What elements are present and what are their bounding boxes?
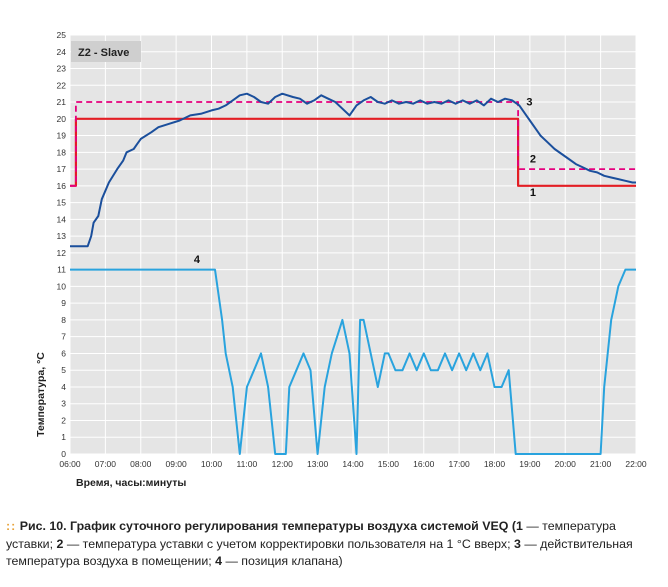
- y-axis-ticks: 0123456789101112131415161718192021222324…: [57, 30, 67, 459]
- y-tick-label: 2: [61, 415, 66, 425]
- caption-legend-3-text: — действительная температура воздуха в п…: [6, 536, 633, 569]
- y-tick-label: 16: [57, 181, 67, 191]
- y-tick-label: 6: [61, 348, 66, 358]
- x-tick-label: 22:00: [625, 459, 647, 469]
- caption-legend-2-number: 2: [56, 536, 64, 551]
- y-tick-label: 10: [57, 281, 67, 291]
- y-tick-label: 12: [57, 248, 67, 258]
- series-line-4: [70, 268, 636, 455]
- y-tick-label: 18: [57, 147, 67, 157]
- series-line-2: [70, 101, 636, 187]
- y-tick-label: 1: [61, 432, 66, 442]
- y-tick-label: 22: [57, 80, 67, 90]
- x-tick-label: 20:00: [555, 459, 577, 469]
- series-line-3: [70, 92, 636, 248]
- series-callout-3: 3: [526, 96, 532, 108]
- x-tick-label: 16:00: [413, 459, 435, 469]
- x-tick-label: 19:00: [519, 459, 541, 469]
- y-tick-label: 13: [57, 231, 67, 241]
- caption-legend-1-number: 1: [515, 519, 523, 533]
- x-tick-label: 09:00: [165, 459, 187, 469]
- y-tick-label: 17: [57, 164, 67, 174]
- y-tick-label: 5: [61, 365, 66, 375]
- y-tick-label: 25: [57, 30, 67, 40]
- y-tick-label: 4: [61, 382, 66, 392]
- y-tick-label: 19: [57, 131, 67, 141]
- x-axis-ticks: 06:00 07:00 08:00 09:00 10:00 11:00 12:00 13:00…: [59, 459, 647, 469]
- caption-figure-number: Рис. 10: [19, 519, 64, 533]
- y-tick-label: 8: [61, 315, 66, 325]
- y-tick-label: 24: [57, 47, 67, 57]
- y-tick-label: 3: [61, 399, 66, 409]
- x-tick-label: 15:00: [378, 459, 400, 469]
- caption-legend-2-text: — температура уставки с учетом корректир…: [63, 536, 514, 551]
- x-tick-label: 07:00: [95, 459, 117, 469]
- x-tick-label: 10:00: [201, 459, 223, 469]
- caption-legend-1-text: — температура уставки;: [6, 519, 616, 551]
- y-tick-label: 9: [61, 298, 66, 308]
- series-callout-4: 4: [194, 254, 201, 266]
- x-tick-label: 21:00: [590, 459, 612, 469]
- x-tick-label: 08:00: [130, 459, 152, 469]
- y-tick-label: 20: [57, 114, 67, 124]
- x-tick-label: 14:00: [342, 459, 364, 469]
- series-callout-1: 1: [530, 187, 536, 199]
- x-axis-title: Время, часы:минуты: [76, 477, 186, 489]
- caption-legend-4-text: — позиция клапана): [222, 554, 343, 568]
- series-callouts: 1 2 3 4: [194, 96, 536, 266]
- caption-title: . График суточного регулирования темпера…: [63, 519, 516, 533]
- y-tick-label: 11: [57, 265, 66, 275]
- y-tick-label: 15: [57, 198, 67, 208]
- panel-label-background: [71, 41, 141, 62]
- y-tick-label: 21: [57, 97, 67, 107]
- caption-legend-4-number: 4: [215, 554, 223, 568]
- series-callout-2: 2: [530, 153, 536, 165]
- caption-bullet: ::: [6, 519, 17, 533]
- series-layer: [70, 92, 636, 455]
- y-tick-label: 7: [61, 332, 66, 342]
- y-tick-label: 23: [57, 64, 67, 74]
- chart: Z2 - Slave 01234567891011121314151617181…: [35, 30, 647, 489]
- x-tick-label: 17:00: [448, 459, 470, 469]
- figure-caption: :: Рис. 10. График суточного регулирован…: [6, 518, 662, 571]
- x-tick-label: 11:00: [237, 459, 258, 469]
- x-tick-label: 06:00: [59, 459, 81, 469]
- x-tick-label: 18:00: [484, 459, 506, 469]
- y-tick-label: 14: [57, 214, 67, 224]
- y-axis-title: Температура, °C: [35, 352, 47, 437]
- caption-legend-3-number: 3: [513, 536, 521, 551]
- panel-label: Z2 - Slave: [78, 47, 129, 59]
- y-tick-label: 0: [61, 449, 66, 459]
- x-tick-label: 13:00: [307, 459, 329, 469]
- panel-label-box: Z2 - Slave: [71, 41, 141, 62]
- x-tick-label: 12:00: [272, 459, 294, 469]
